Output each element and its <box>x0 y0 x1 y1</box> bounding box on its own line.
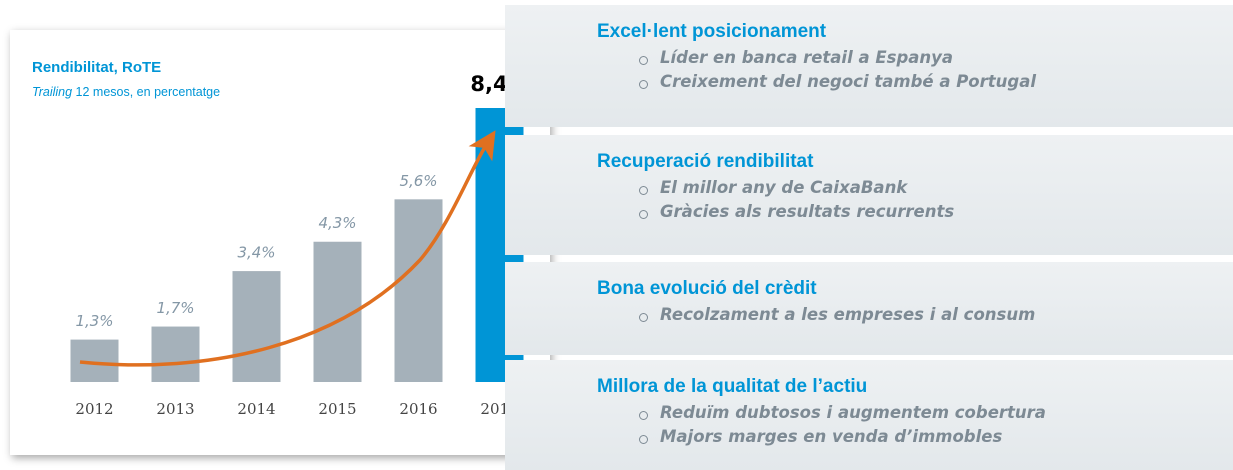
item-text: Reduïm dubtosos i augmentem cobertura <box>660 403 1046 422</box>
trend-arrow <box>79 130 496 367</box>
panel: Recuperació rendibilitat El millor any de… <box>505 135 1233 255</box>
bar <box>394 199 443 382</box>
panel-item: El millor any de CaixaBank <box>597 178 1233 197</box>
panel-item: Recolzament a les empreses i al consum <box>597 305 1233 324</box>
panel-item: Líder en banca retail a Espanya <box>597 48 1233 67</box>
bar <box>232 271 281 382</box>
x-tick-label: 2015 <box>318 400 356 418</box>
item-text: Recolzament a les empreses i al consum <box>660 305 1036 324</box>
panel-heading: Millora de la qualitat de l’actiu <box>597 376 868 397</box>
bar <box>70 339 119 382</box>
value-label: 1,3% <box>75 312 113 330</box>
panel-item: Reduïm dubtosos i augmentem cobertura <box>597 403 1233 422</box>
item-text: Gràcies als resultats recurrents <box>660 202 955 221</box>
value-label: 5,6% <box>399 172 437 190</box>
panel-heading: Excel·lent posicionament <box>597 21 827 42</box>
bullet <box>639 435 648 444</box>
chart-title: Rendibilitat, RoTE <box>32 59 161 76</box>
x-tick-label: 2013 <box>156 400 194 418</box>
bullet <box>639 80 648 89</box>
panel-heading: Recuperació rendibilitat <box>597 151 814 172</box>
subtitle-em: Trailing <box>32 85 72 99</box>
chart-card: Rendibilitat, RoTE Trailing 12 mesos, en… <box>10 30 550 455</box>
bar <box>151 326 200 382</box>
panel-item: Majors marges en venda d’immobles <box>597 427 1233 446</box>
value-label: 1,7% <box>156 299 194 317</box>
item-text: Creixement del negoci també a Portugal <box>660 72 1036 91</box>
bullet <box>639 210 648 219</box>
panel-item: Creixement del negoci també a Portugal <box>597 72 1233 91</box>
item-text: Majors marges en venda d’immobles <box>660 427 1003 446</box>
chart: Rendibilitat, RoTE Trailing 12 mesos, en… <box>32 59 529 418</box>
x-tick-label: 2014 <box>237 400 275 418</box>
bullet <box>639 313 648 322</box>
x-tick-label: 2012 <box>75 400 113 418</box>
bullet <box>639 411 648 420</box>
panel-item: Gràcies als resultats recurrents <box>597 202 1233 221</box>
bullet <box>639 56 648 65</box>
value-label: 4,3% <box>318 214 356 232</box>
panel-heading: Bona evolució del crèdit <box>597 278 817 299</box>
item-text: Líder en banca retail a Espanya <box>660 48 954 67</box>
value-label: 3,4% <box>237 244 275 262</box>
item-text: El millor any de CaixaBank <box>660 178 908 197</box>
chart-subtitle: Trailing 12 mesos, en percentatge <box>32 85 220 99</box>
panel: Bona evolució del crèdit Recolzament a le… <box>505 262 1233 355</box>
panel: Excel·lent posicionament Líder en banca r… <box>505 5 1233 127</box>
x-tick-label: 2016 <box>399 400 437 418</box>
subtitle-rest: 12 mesos, en percentatge <box>76 85 221 99</box>
panel: Millora de la qualitat de l’actiu Reduïm … <box>505 360 1233 470</box>
bullet <box>639 186 648 195</box>
